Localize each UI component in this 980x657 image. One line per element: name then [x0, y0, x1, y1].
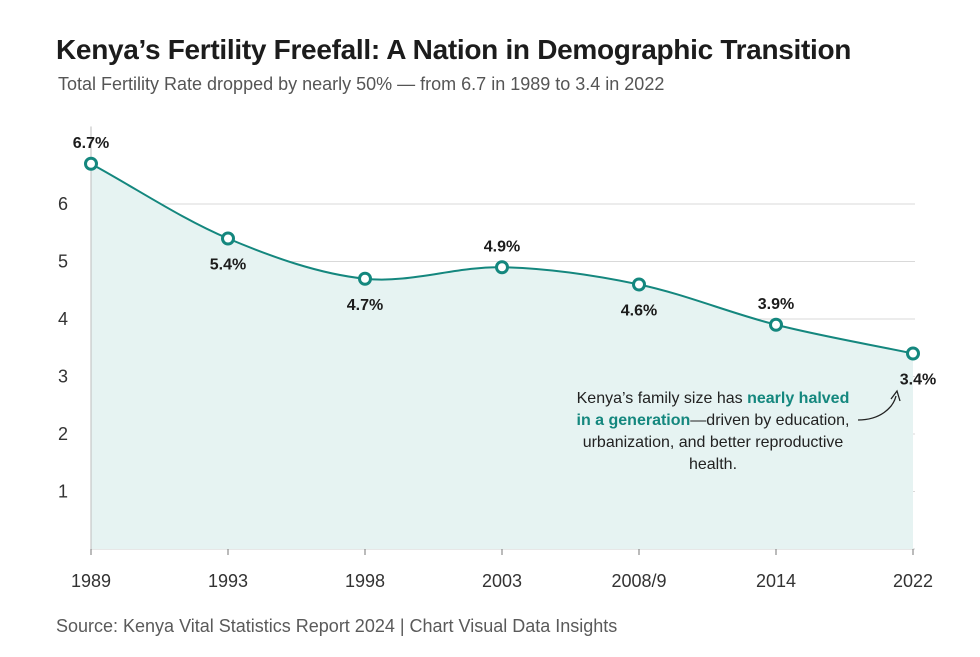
data-point [358, 271, 372, 286]
x-ticks: 1989 1993 1998 2003 2008/9 2014 2022 [71, 549, 933, 591]
data-label: 4.6% [621, 303, 657, 320]
chart-title: Kenya’s Fertility Freefall: A Nation in … [56, 34, 852, 65]
x-tick-label: 2014 [756, 571, 796, 591]
data-labels: 6.7% 5.4% 4.7% 4.9% 4.6% 3.9% 3.4% [73, 135, 936, 389]
data-label: 3.4% [900, 372, 936, 389]
y-tick-label: 5 [58, 252, 68, 272]
y-tick-label: 2 [58, 424, 68, 444]
data-point [769, 317, 783, 332]
data-point [632, 277, 646, 292]
y-tick-label: 1 [58, 482, 68, 502]
callout-annotation: Kenya’s family size has nearly halved in… [574, 388, 852, 476]
data-point [906, 346, 920, 361]
callout-arrowhead [890, 389, 901, 402]
y-tick-label: 4 [58, 309, 68, 329]
data-point [84, 156, 98, 171]
x-tick-label: 2022 [893, 571, 933, 591]
chart-subtitle: Total Fertility Rate dropped by nearly 5… [58, 74, 665, 94]
data-label: 5.4% [210, 257, 246, 274]
callout-highlight: nearly halved in a generation [576, 390, 850, 429]
y-tick-label: 6 [58, 194, 68, 214]
data-points [84, 156, 920, 361]
x-tick-label: 1998 [345, 571, 385, 591]
x-tick-label: 2003 [482, 571, 522, 591]
data-point [495, 260, 509, 275]
data-label: 3.9% [758, 296, 794, 313]
data-label: 4.9% [484, 238, 520, 255]
y-tick-label: 3 [58, 367, 68, 387]
data-label: 6.7% [73, 135, 109, 152]
x-tick-label: 1989 [71, 571, 111, 591]
y-ticks: 1 2 3 4 5 6 [58, 194, 68, 502]
callout-arrow [857, 395, 897, 421]
x-tick-label: 2008/9 [611, 571, 666, 591]
callout-text-before: Kenya’s family size has [576, 390, 748, 407]
source-note: Source: Kenya Vital Statistics Report 20… [56, 616, 618, 636]
x-tick-label: 1993 [208, 571, 248, 591]
data-label: 4.7% [347, 297, 383, 314]
area-fill [91, 163, 913, 549]
callout-text-after: —driven by education, urbanization, and … [582, 412, 850, 473]
data-point [221, 231, 235, 246]
